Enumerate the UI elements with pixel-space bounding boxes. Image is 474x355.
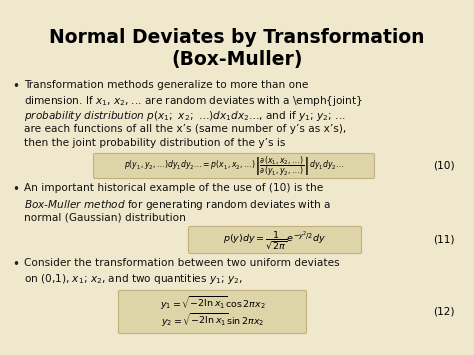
Text: are each functions of all the x’s (same number of y’s as x’s),: are each functions of all the x’s (same … bbox=[24, 124, 346, 133]
Text: •: • bbox=[12, 183, 19, 196]
Text: •: • bbox=[12, 258, 19, 271]
Text: Normal Deviates by Transformation: Normal Deviates by Transformation bbox=[49, 28, 425, 47]
Text: (Box-Muller): (Box-Muller) bbox=[171, 50, 303, 69]
Text: then the joint probability distribution of the y’s is: then the joint probability distribution … bbox=[24, 138, 285, 148]
Text: $\mathit{probability\ distribution\ p(x_1;\ x_2;\ \ldots)dx_1dx_2\ldots}$, and i: $\mathit{probability\ distribution\ p(x_… bbox=[24, 109, 346, 123]
Text: $y_1 = \sqrt{-2\ln x_1}\cos 2\pi x_2$: $y_1 = \sqrt{-2\ln x_1}\cos 2\pi x_2$ bbox=[160, 295, 265, 312]
Text: normal (Gaussian) distribution: normal (Gaussian) distribution bbox=[24, 212, 186, 222]
FancyBboxPatch shape bbox=[118, 290, 307, 333]
Text: (12): (12) bbox=[434, 307, 455, 317]
Text: $p(y_1,y_2,\ldots)dy_1dy_2\ldots = p(x_1,x_2,\ldots)\left|\dfrac{\partial(x_1,x_: $p(y_1,y_2,\ldots)dy_1dy_2\ldots = p(x_1… bbox=[124, 154, 344, 178]
FancyBboxPatch shape bbox=[93, 153, 374, 179]
Text: dimension. If $x_1$, $x_2$, ... are random deviates with a \emph{joint}: dimension. If $x_1$, $x_2$, ... are rand… bbox=[24, 94, 363, 109]
Text: (10): (10) bbox=[433, 161, 455, 171]
Text: on (0,1), $x_1$; $x_2$, and two quantities $y_1$; $y_2$,: on (0,1), $x_1$; $x_2$, and two quantiti… bbox=[24, 273, 243, 286]
Text: (11): (11) bbox=[434, 235, 455, 245]
Text: $\mathit{Box\text{-}Muller\ method}$ for generating random deviates with a: $\mathit{Box\text{-}Muller\ method}$ for… bbox=[24, 197, 331, 212]
Text: •: • bbox=[12, 80, 19, 93]
Text: $p(y)dy = \dfrac{1}{\sqrt{2\pi}}e^{-y^2/2}dy$: $p(y)dy = \dfrac{1}{\sqrt{2\pi}}e^{-y^2/… bbox=[223, 229, 327, 251]
FancyBboxPatch shape bbox=[189, 226, 362, 253]
Text: $y_2 = \sqrt{-2\ln x_1}\sin 2\pi x_2$: $y_2 = \sqrt{-2\ln x_1}\sin 2\pi x_2$ bbox=[161, 312, 264, 329]
Text: Transformation methods generalize to more than one: Transformation methods generalize to mor… bbox=[24, 80, 309, 90]
Text: An important historical example of the use of (10) is the: An important historical example of the u… bbox=[24, 183, 323, 193]
Text: Consider the transformation between two uniform deviates: Consider the transformation between two … bbox=[24, 258, 340, 268]
